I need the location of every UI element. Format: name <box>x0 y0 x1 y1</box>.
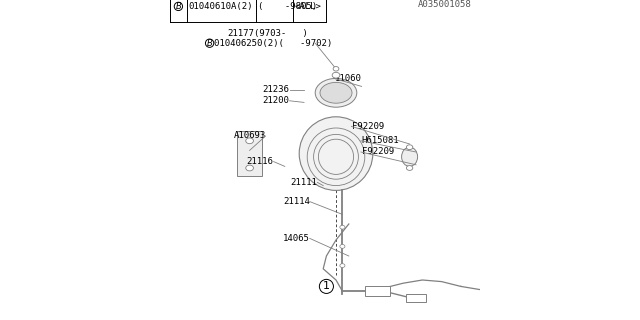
Text: F92209: F92209 <box>362 148 394 156</box>
Text: B: B <box>207 39 212 48</box>
Ellipse shape <box>402 147 418 166</box>
Text: A10693: A10693 <box>234 132 266 140</box>
Circle shape <box>174 2 182 11</box>
Ellipse shape <box>406 145 413 149</box>
Text: 01040610A(2): 01040610A(2) <box>189 2 253 11</box>
Text: 010406250(2)(   -9702): 010406250(2)( -9702) <box>214 39 333 48</box>
Text: (    -9805): ( -9805) <box>258 2 317 11</box>
Text: 14065: 14065 <box>283 234 310 243</box>
Ellipse shape <box>300 117 372 190</box>
Circle shape <box>205 39 214 47</box>
FancyBboxPatch shape <box>406 294 426 302</box>
Ellipse shape <box>246 165 253 171</box>
Text: <ALL>: <ALL> <box>294 2 321 11</box>
Text: 11060: 11060 <box>334 74 361 83</box>
Text: 21236: 21236 <box>263 85 290 94</box>
Text: 1: 1 <box>323 281 330 292</box>
Text: F92209: F92209 <box>352 122 384 131</box>
Text: 21111: 21111 <box>291 178 317 187</box>
FancyBboxPatch shape <box>237 131 262 176</box>
Ellipse shape <box>340 225 345 229</box>
Ellipse shape <box>246 138 253 144</box>
Ellipse shape <box>406 166 413 170</box>
FancyBboxPatch shape <box>365 286 390 296</box>
Text: 21177: 21177 <box>227 29 254 38</box>
Ellipse shape <box>333 67 339 71</box>
Text: 21114: 21114 <box>283 197 310 206</box>
Text: (9703-   ): (9703- ) <box>254 29 308 38</box>
Ellipse shape <box>340 244 345 248</box>
Text: 21200: 21200 <box>263 96 290 105</box>
Ellipse shape <box>340 264 345 268</box>
Circle shape <box>319 279 333 293</box>
Ellipse shape <box>315 78 357 107</box>
Ellipse shape <box>332 72 340 78</box>
Text: 21116: 21116 <box>247 157 274 166</box>
Text: B: B <box>175 2 181 11</box>
Text: A035001058: A035001058 <box>419 0 472 9</box>
Ellipse shape <box>320 82 352 103</box>
Text: H615081: H615081 <box>362 136 399 145</box>
